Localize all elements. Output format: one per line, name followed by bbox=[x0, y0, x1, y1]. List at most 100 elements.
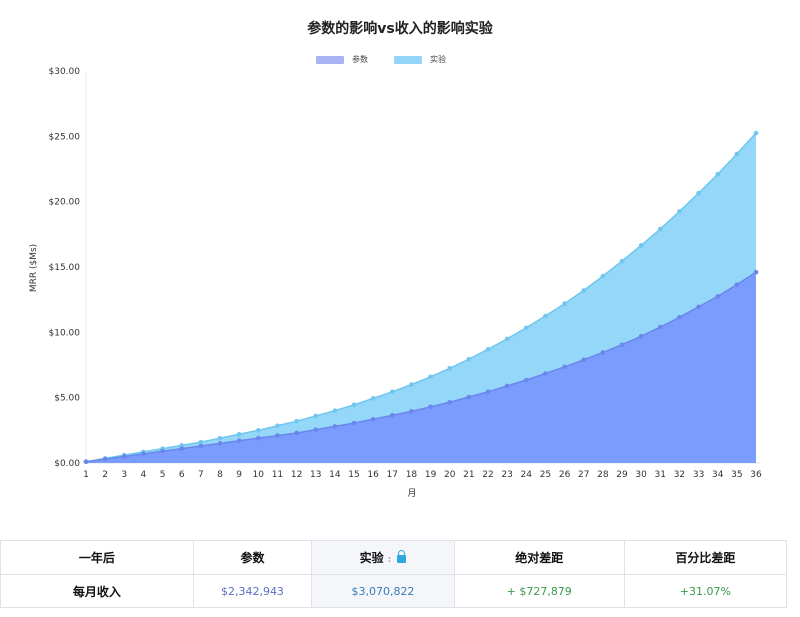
data-point bbox=[160, 448, 165, 454]
legend-swatch-base bbox=[316, 55, 344, 64]
x-tick-label: 34 bbox=[712, 470, 724, 480]
data-point bbox=[600, 350, 606, 355]
header-lock-separator: : bbox=[387, 555, 392, 565]
data-point bbox=[696, 190, 701, 196]
cell-absolute-diff: + $727,879 bbox=[453, 574, 625, 608]
header-after-one-year: 一年后 bbox=[0, 540, 194, 575]
data-point bbox=[313, 427, 319, 432]
data-point bbox=[619, 258, 625, 264]
data-point bbox=[753, 269, 759, 275]
data-point bbox=[428, 374, 433, 380]
data-point bbox=[562, 301, 567, 306]
legend-swatch-experiment bbox=[394, 55, 422, 64]
y-tick-label: $15.00 bbox=[49, 263, 81, 273]
x-tick-label: 24 bbox=[521, 470, 533, 480]
data-point bbox=[198, 439, 204, 445]
data-point bbox=[734, 282, 740, 287]
data-point bbox=[389, 389, 395, 395]
cell-base-value: $2,342,943 bbox=[192, 574, 313, 608]
data-point bbox=[217, 435, 223, 441]
data-point bbox=[504, 336, 510, 342]
data-point bbox=[523, 377, 529, 383]
data-point bbox=[581, 288, 587, 293]
data-point bbox=[370, 396, 376, 401]
data-point bbox=[753, 130, 759, 136]
legend-label-experiment: 实验 bbox=[430, 55, 446, 64]
data-point bbox=[313, 413, 319, 419]
data-point bbox=[141, 451, 146, 457]
data-point bbox=[696, 304, 701, 310]
x-tick-label: 28 bbox=[597, 470, 609, 480]
data-point bbox=[294, 430, 299, 436]
lock-icon[interactable] bbox=[397, 550, 407, 563]
table-row: 每月收入 $2,342,943 $3,070,822 + $727,879 +3… bbox=[0, 574, 788, 608]
header-base: 参数 bbox=[192, 540, 313, 575]
series-line-experiment bbox=[85, 132, 757, 463]
x-tick-label: 20 bbox=[444, 470, 456, 480]
area-chart: $0.00 $5.00 $10.00 $15.00 $20.00 $25.00 $30.00… bbox=[49, 67, 762, 480]
data-point bbox=[255, 435, 261, 441]
legend-item-experiment[interactable]: 实验 bbox=[394, 54, 446, 65]
series-line-base bbox=[85, 271, 757, 463]
x-tick-label: 21 bbox=[463, 470, 474, 480]
x-tick-label: 23 bbox=[501, 470, 512, 480]
legend-label-base: 参数 bbox=[352, 55, 368, 64]
data-point bbox=[447, 365, 453, 371]
data-point bbox=[543, 371, 548, 376]
cell-percent-diff: +31.07% bbox=[623, 574, 788, 608]
x-tick-label: 2 bbox=[102, 470, 108, 480]
data-point bbox=[677, 209, 682, 214]
data-point bbox=[523, 325, 529, 331]
data-point bbox=[638, 333, 644, 339]
data-point bbox=[179, 443, 185, 448]
data-point bbox=[409, 382, 414, 387]
data-point bbox=[485, 347, 491, 352]
data-point bbox=[102, 456, 108, 462]
data-point bbox=[734, 151, 740, 157]
data-point bbox=[389, 413, 395, 418]
x-tick-label: 18 bbox=[406, 470, 418, 480]
data-point bbox=[715, 171, 721, 177]
data-point bbox=[638, 243, 644, 248]
data-point bbox=[332, 424, 338, 429]
data-point bbox=[179, 446, 185, 451]
data-point bbox=[466, 394, 472, 400]
header-experiment-label: 实验 bbox=[359, 551, 384, 565]
data-point bbox=[485, 389, 491, 395]
y-axis-label: MRR ($Ms) bbox=[29, 243, 39, 293]
x-tick-label: 14 bbox=[329, 470, 341, 480]
x-tick-label: 13 bbox=[310, 470, 321, 480]
data-point bbox=[275, 423, 280, 429]
y-tick-label: $0.00 bbox=[54, 459, 80, 469]
x-tick-label: 22 bbox=[482, 470, 493, 480]
x-tick-label: 11 bbox=[272, 470, 283, 480]
data-point bbox=[466, 356, 472, 362]
x-tick-label: 30 bbox=[635, 470, 647, 480]
header-absolute-diff: 绝对差距 bbox=[453, 540, 625, 575]
x-tick-label: 17 bbox=[387, 470, 398, 480]
x-axis-label: 月 bbox=[407, 489, 417, 499]
data-point bbox=[504, 383, 510, 389]
x-tick-label: 36 bbox=[750, 470, 762, 480]
x-tick-label: 5 bbox=[160, 470, 166, 480]
x-tick-label: 16 bbox=[367, 470, 379, 480]
x-tick-label: 27 bbox=[578, 470, 589, 480]
data-point bbox=[657, 226, 663, 232]
x-tick-label: 26 bbox=[559, 470, 571, 480]
y-tick-label: $30.00 bbox=[49, 67, 81, 77]
data-point bbox=[217, 441, 223, 446]
data-point bbox=[677, 315, 682, 320]
data-point bbox=[562, 364, 567, 370]
data-point bbox=[543, 313, 548, 319]
data-point bbox=[447, 399, 453, 405]
x-tick-label: 4 bbox=[141, 470, 147, 480]
data-point bbox=[428, 404, 433, 410]
legend-item-base[interactable]: 参数 bbox=[316, 54, 368, 65]
data-point bbox=[600, 273, 606, 279]
data-point bbox=[236, 431, 242, 437]
row-label-monthly-revenue: 每月收入 bbox=[0, 574, 194, 608]
y-tick-label: $10.00 bbox=[49, 328, 81, 338]
data-point bbox=[236, 438, 242, 444]
data-point bbox=[332, 408, 338, 414]
x-tick-label: 15 bbox=[348, 470, 359, 480]
